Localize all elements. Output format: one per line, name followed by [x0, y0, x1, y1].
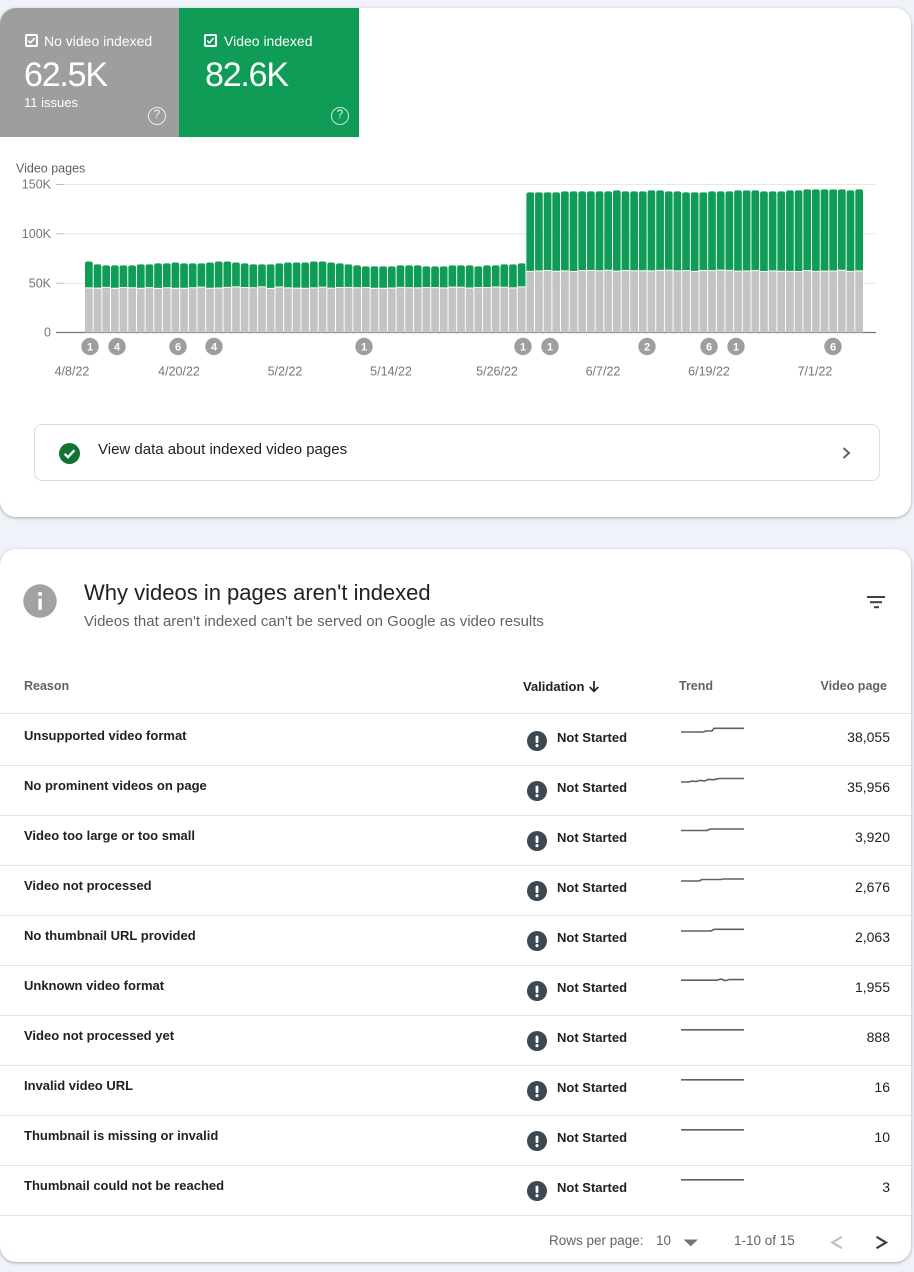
- svg-text:6/7/22: 6/7/22: [586, 365, 621, 379]
- svg-text:50K: 50K: [29, 276, 52, 290]
- svg-text:0: 0: [44, 326, 51, 340]
- svg-text:1: 1: [733, 342, 739, 354]
- svg-text:2: 2: [644, 342, 650, 354]
- svg-text:150K: 150K: [22, 178, 52, 192]
- svg-text:5/2/22: 5/2/22: [268, 365, 303, 379]
- svg-text:6: 6: [830, 342, 836, 354]
- svg-text:1: 1: [547, 342, 553, 354]
- svg-text:5/26/22: 5/26/22: [476, 365, 518, 379]
- svg-text:100K: 100K: [22, 227, 52, 241]
- svg-text:6: 6: [706, 342, 712, 354]
- svg-text:6: 6: [175, 342, 181, 354]
- svg-text:5/14/22: 5/14/22: [370, 365, 412, 379]
- svg-text:4: 4: [114, 342, 121, 354]
- svg-text:1: 1: [361, 342, 367, 354]
- svg-text:1: 1: [520, 342, 526, 354]
- svg-text:Video pages: Video pages: [16, 162, 85, 176]
- svg-text:6/19/22: 6/19/22: [688, 365, 730, 379]
- svg-text:1: 1: [87, 342, 93, 354]
- svg-text:7/1/22: 7/1/22: [798, 365, 833, 379]
- svg-text:4: 4: [211, 342, 218, 354]
- svg-text:4/20/22: 4/20/22: [158, 365, 200, 379]
- svg-text:4/8/22: 4/8/22: [55, 365, 90, 379]
